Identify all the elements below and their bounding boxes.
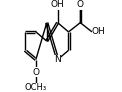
Text: N: N (54, 55, 61, 64)
Text: OH: OH (51, 0, 65, 9)
Text: OH: OH (92, 27, 106, 36)
Text: OCH₃: OCH₃ (25, 83, 47, 92)
Text: O: O (32, 68, 39, 77)
Text: O: O (77, 0, 84, 9)
